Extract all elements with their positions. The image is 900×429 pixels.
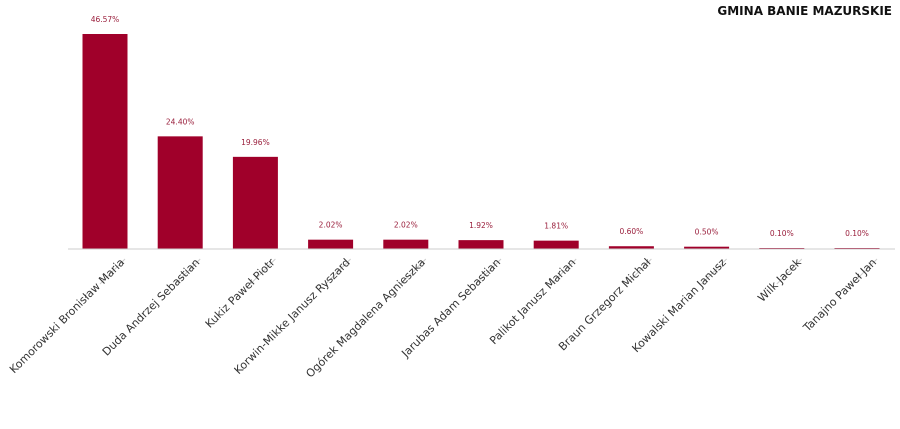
tick-mark-4: [400, 258, 427, 285]
data-label-5: 1.92%: [469, 221, 493, 230]
data-label-4: 2.02%: [394, 221, 418, 230]
tick-mark-0: [99, 258, 126, 285]
tick-mark-8: [701, 258, 727, 285]
tick-label-10: Tanajno Paweł Jan: [800, 256, 879, 335]
tick-mark-7: [626, 258, 652, 285]
data-label-7: 0.60%: [619, 227, 643, 236]
data-label-10: 0.10%: [845, 229, 869, 238]
bars-group: [82, 34, 880, 249]
bar-7: [608, 246, 654, 249]
data-label-3: 2.02%: [319, 221, 343, 230]
bar-5: [458, 240, 504, 249]
tick-mark-6: [550, 258, 577, 285]
data-label-1: 24.40%: [166, 117, 195, 126]
tick-label-9: Wilk Jacek: [755, 255, 804, 304]
data-label-0: 46.57%: [91, 15, 120, 24]
data-label-9: 0.10%: [770, 229, 794, 238]
tick-label-4: Ogórek Magdalena Agnieszka: [303, 256, 427, 380]
bar-3: [308, 239, 354, 249]
tick-label-6: Palikot Janusz Marian: [487, 256, 578, 347]
tick-mark-1: [174, 258, 201, 285]
bar-6: [533, 240, 579, 249]
chart-title: GMINA BANIE MAZURSKIE: [717, 4, 892, 18]
tick-label-2: Kukiz Paweł Piotr: [203, 256, 278, 331]
data-label-2: 19.96%: [241, 138, 270, 147]
bar-8: [684, 246, 730, 249]
tick-mark-5: [475, 258, 502, 285]
bar-4: [383, 239, 429, 249]
tick-mark-10: [851, 258, 878, 285]
data-label-8: 0.50%: [695, 228, 719, 237]
tick-mark-9: [776, 258, 803, 285]
tick-mark-2: [250, 258, 276, 285]
bar-2: [232, 156, 278, 249]
tick-mark-3: [325, 258, 351, 285]
bar-0: [82, 34, 128, 249]
data-labels-group: 46.57% 24.40% 19.96% 2.02% 2.02% 1.92% 1.81% 0.…: [91, 15, 869, 238]
bar-1: [157, 136, 203, 249]
data-label-6: 1.81%: [544, 222, 568, 231]
